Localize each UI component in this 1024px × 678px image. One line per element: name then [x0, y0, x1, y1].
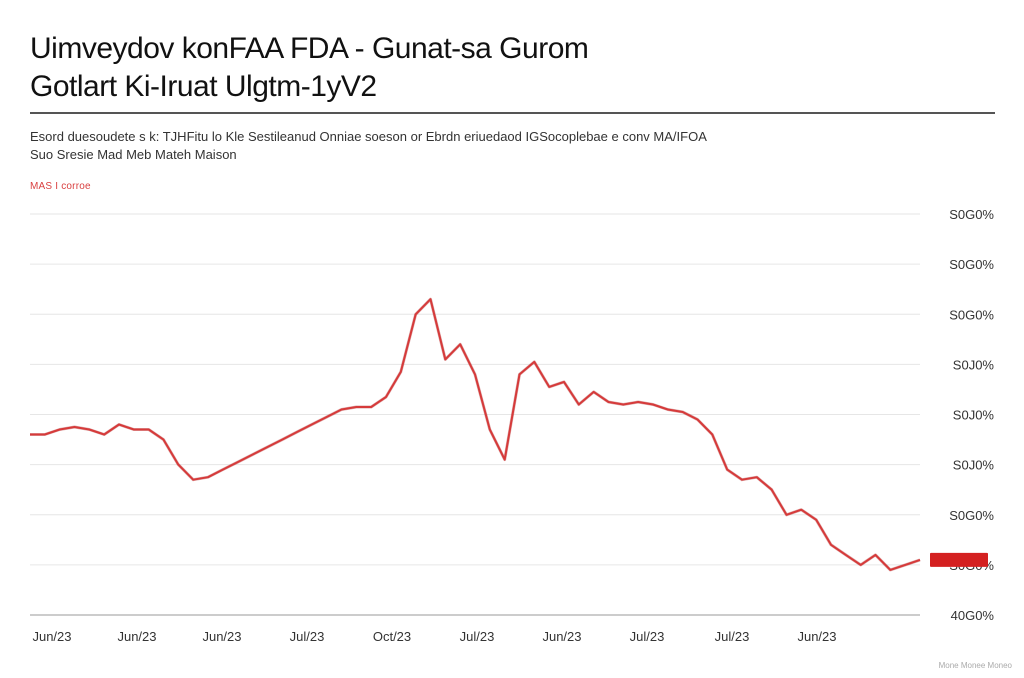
y-tick-label: S0G0% — [949, 207, 994, 222]
last-value-box — [930, 552, 988, 567]
chart-title-line-2: Gotlart Ki-Iruat Ulgtm-1yV2 — [30, 70, 377, 103]
x-tick-label: Jul/23 — [715, 629, 750, 644]
chart-subtitle: Esord duesoudete s k: TJHFitu lo Kle Ses… — [30, 128, 990, 164]
series-group — [30, 297, 921, 572]
subtitle-line-1: Esord duesoudete s k: TJHFitu lo Kle Ses… — [30, 129, 707, 144]
x-tick-label: Jun/23 — [797, 629, 836, 644]
y-tick-label: S0G0% — [949, 307, 994, 322]
y-tick-label: S0J0% — [953, 408, 995, 423]
x-axis-ticks: Jun/23 Jun/23 Jun/23 Jul/23 Oct/23 Jul/23 Jun/… — [32, 629, 836, 644]
y-tick-label: S0G0% — [949, 508, 994, 523]
chart-title-line-1: Uimveydov konFAA FDA - Gunat-sa Gurom — [30, 32, 589, 65]
footer-credit: Mone Monee Moneo — [938, 661, 1012, 670]
last-value-marker — [930, 552, 988, 567]
y-tick-label: S0J0% — [953, 458, 995, 473]
series-line-shadow — [30, 297, 921, 572]
source-note: MAS I corroe — [30, 181, 91, 192]
series-line — [30, 298, 921, 571]
x-tick-label: Jul/23 — [290, 629, 325, 644]
title-divider — [30, 112, 995, 114]
x-tick-label: Jun/23 — [32, 629, 71, 644]
gridlines — [30, 213, 920, 616]
y-tick-label: S0G0% — [949, 257, 994, 272]
x-tick-label: Jun/23 — [542, 629, 581, 644]
x-tick-label: Oct/23 — [373, 629, 411, 644]
y-tick-label: 40G0% — [951, 608, 995, 623]
chart-title: Uimveydov konFAA FDA - Gunat-sa Gurom Go… — [30, 30, 990, 106]
x-tick-label: Jul/23 — [630, 629, 665, 644]
y-tick-label: S0J0% — [953, 357, 995, 372]
subtitle-line-2: Suo Sresie Mad Meb Mateh Maison — [30, 147, 237, 162]
x-tick-label: Jun/23 — [117, 629, 156, 644]
y-axis-ticks: S0G0%S0G0%S0G0%S0J0%S0J0%S0J0%S0G0%S0G0%… — [949, 207, 994, 623]
x-tick-label: Jul/23 — [460, 629, 495, 644]
x-tick-label: Jun/23 — [202, 629, 241, 644]
